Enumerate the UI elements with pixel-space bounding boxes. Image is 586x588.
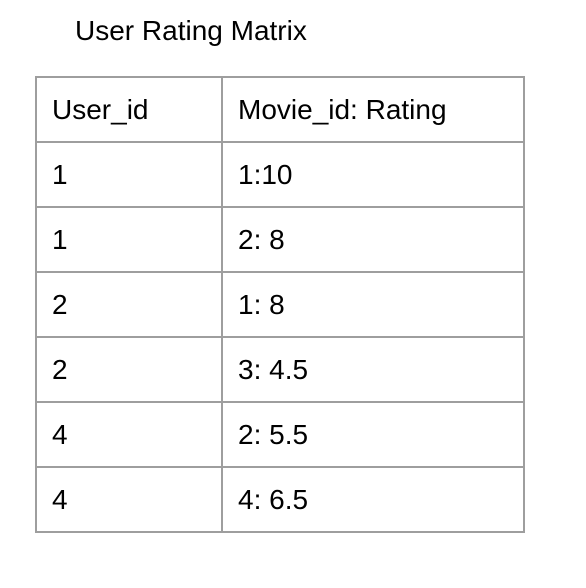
movie-rating-cell: 2: 5.5	[221, 401, 525, 468]
movie-rating-cell: 1: 8	[221, 271, 525, 338]
table-row: 4 4: 6.5	[35, 466, 525, 533]
user-id-cell: 2	[35, 336, 223, 403]
page-title: User Rating Matrix	[75, 15, 307, 46]
table-row: 2 3: 4.5	[35, 336, 525, 403]
table-row: 2 1: 8	[35, 271, 525, 338]
movie-rating-cell: 4: 6.5	[221, 466, 525, 533]
column-header-user-id: User_id	[35, 76, 223, 143]
user-id-cell: 2	[35, 271, 223, 338]
table-row: 4 2: 5.5	[35, 401, 525, 468]
column-header-movie-rating: Movie_id: Rating	[221, 76, 525, 143]
user-id-cell: 1	[35, 206, 223, 273]
user-id-cell: 1	[35, 141, 223, 208]
movie-rating-cell: 3: 4.5	[221, 336, 525, 403]
table-row: 1 2: 8	[35, 206, 525, 273]
table-row: 1 1:10	[35, 141, 525, 208]
movie-rating-cell: 1:10	[221, 141, 525, 208]
user-rating-table: User_id Movie_id: Rating 1 1:10 1 2: 8 2…	[35, 76, 525, 533]
user-id-cell: 4	[35, 401, 223, 468]
table-header-row: User_id Movie_id: Rating	[35, 76, 525, 143]
user-id-cell: 4	[35, 466, 223, 533]
movie-rating-cell: 2: 8	[221, 206, 525, 273]
